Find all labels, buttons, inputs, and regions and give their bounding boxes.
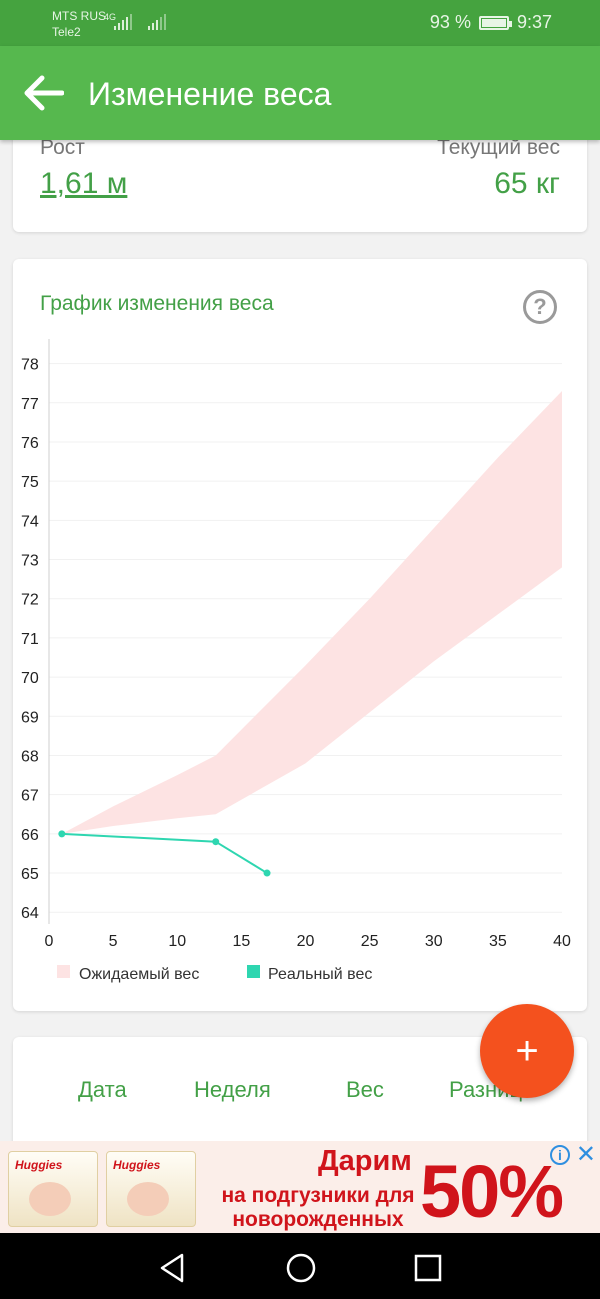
ad-title: Дарим [318,1145,412,1177]
ad-info-icon[interactable]: i [550,1145,570,1165]
y-tick-label: 64 [21,905,39,922]
x-tick-label: 30 [425,933,443,950]
help-button[interactable]: ? [523,290,557,324]
status-bar: MTS RUS Tele2 4G 93 % 9:37 [0,0,600,46]
y-tick-label: 74 [21,513,39,530]
x-tick-label: 0 [45,933,54,950]
expected-weight-area [61,391,562,834]
legend-label-real: Реальный вес [268,966,372,983]
x-tick-label: 5 [109,933,118,950]
height-label: Рост [40,136,85,159]
app-bar: Изменение веса [0,46,600,140]
y-tick-label: 69 [21,709,39,726]
page-title: Изменение веса [88,76,332,112]
arrow-back-icon [24,75,65,111]
y-tick-label: 75 [21,474,39,491]
x-tick-label: 15 [232,933,250,950]
ad-subtitle-line-2: новорожденных [232,1208,404,1231]
ad-brand-2: Huggies [113,1158,161,1172]
y-tick-label: 67 [21,788,39,805]
real-weight-point [263,869,271,877]
battery-percent: 93 % [429,12,471,32]
nav-home-icon[interactable] [286,1253,316,1283]
ad-close-icon[interactable]: ✕ [575,1141,596,1168]
nav-back-icon[interactable] [158,1253,186,1283]
diaper-pack-image: Huggies [8,1151,98,1227]
ad-discount: 50% [420,1150,564,1233]
signal-strength-icon-2 [148,14,168,30]
y-tick-label: 70 [21,670,39,687]
current-weight-value: 65 кг [494,167,560,200]
y-tick-label: 72 [21,592,39,609]
current-weight-label: Текущий вес [437,136,560,159]
column-header-week: Неделя [194,1077,271,1102]
y-tick-label: 76 [21,435,39,452]
chart-title: График изменения веса [40,292,274,315]
battery-icon [478,15,512,30]
back-button[interactable] [22,74,65,112]
ad-banner[interactable]: Huggies Huggies Дарим на подгузники для … [0,1141,600,1233]
column-header-weight: Вес [346,1077,384,1102]
clock: 9:37 [516,12,552,32]
y-tick-label: 68 [21,748,39,765]
status-right: 93 % 9:37 [430,12,552,33]
y-tick-label: 77 [21,396,39,413]
ad-brand: Huggies [15,1158,63,1172]
weight-chart-card: График изменения веса ? 64 65 66 67 68 69 70 71… [13,259,587,1011]
x-tick-label: 40 [553,933,571,950]
weight-chart: 64 65 66 67 68 69 70 71 72 73 74 75 76 77 78 0 5 10 15 20 25… [21,339,571,983]
carrier-info: MTS RUS Tele2 [52,8,106,40]
add-weight-button[interactable]: + [480,1004,574,1098]
legend-swatch-real [247,965,260,978]
carrier-name-2: Tele2 [52,25,81,39]
ad-subtitle-line-1: на подгузники для [221,1184,415,1207]
x-tick-label: 25 [361,933,379,950]
system-nav-bar [0,1233,600,1299]
y-tick-label: 66 [21,827,39,844]
y-tick-label: 71 [21,631,39,648]
y-tick-label: 78 [21,357,39,374]
plus-icon: + [515,1029,539,1073]
x-tick-label: 10 [168,933,186,950]
question-mark-icon: ? [533,294,547,319]
real-weight-point [58,830,66,838]
real-weight-line [61,832,268,874]
y-tick-label: 65 [21,866,39,883]
real-weight-point [212,838,220,846]
legend-label-expected: Ожидаемый вес [79,966,199,983]
ad-subtitle: на подгузники для новорожденных [218,1184,418,1232]
nav-recents-icon[interactable] [414,1253,442,1283]
height-value-link[interactable]: 1,61 м [40,167,128,200]
legend-swatch-expected [57,965,70,978]
diaper-pack-image-2: Huggies [106,1151,196,1227]
carrier-name-1: MTS RUS [52,9,106,23]
x-tick-label: 35 [489,933,507,950]
network-type: 4G [104,12,117,22]
x-tick-label: 20 [297,933,315,950]
column-header-date: Дата [78,1077,127,1102]
y-tick-label: 73 [21,553,39,570]
signal-strength-icon [114,14,134,30]
